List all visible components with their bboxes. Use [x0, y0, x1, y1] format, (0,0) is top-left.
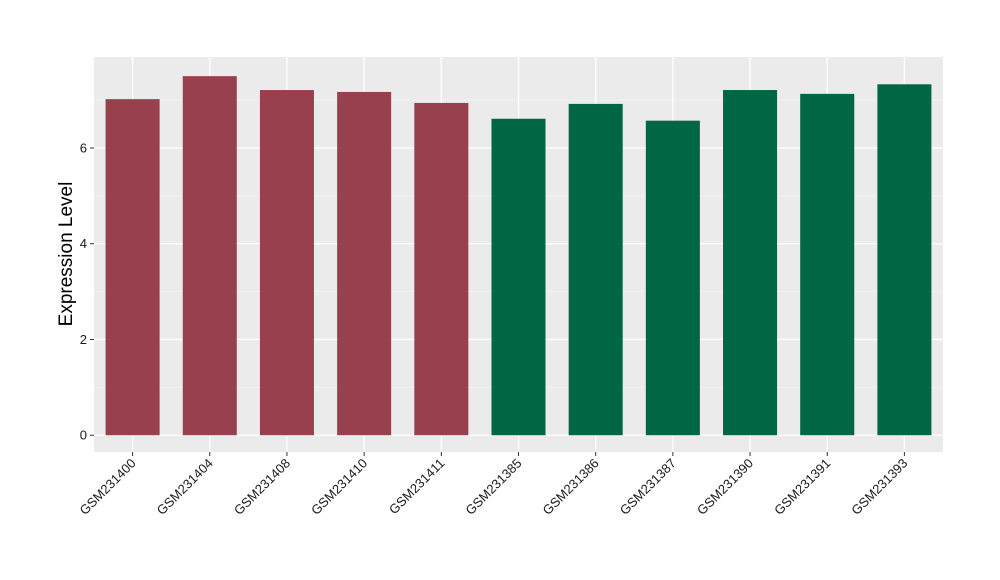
- x-tick-label: GSM231400: [76, 456, 138, 518]
- bar-GSM231390: [723, 90, 778, 436]
- bar-GSM231387: [645, 120, 700, 436]
- y-tick-label: 0: [80, 428, 87, 443]
- x-tick-label: GSM231391: [771, 456, 833, 518]
- x-tick-label: GSM231385: [462, 456, 524, 518]
- bar-GSM231386: [568, 103, 623, 436]
- y-tick-label: 2: [80, 332, 87, 347]
- bar-GSM231391: [800, 93, 855, 436]
- y-axis: 0 2 4 6: [80, 140, 94, 443]
- y-tick-label: 6: [80, 140, 87, 155]
- x-tick-label: GSM231404: [154, 456, 216, 518]
- bar-GSM231408: [259, 90, 314, 436]
- bar-GSM231404: [182, 76, 237, 436]
- x-tick-label: GSM231387: [617, 456, 679, 518]
- bars: [105, 76, 932, 436]
- bar-GSM231400: [105, 99, 160, 436]
- x-tick-label: GSM231410: [308, 456, 370, 518]
- x-tick-label: GSM231411: [386, 456, 448, 518]
- x-axis: GSM231400 GSM231404 GSM231408 GSM231410 GSM2…: [76, 452, 911, 518]
- bar-GSM231385: [491, 118, 546, 436]
- x-tick-label: GSM231386: [540, 456, 602, 518]
- bar-GSM231393: [877, 84, 932, 436]
- bar-GSM231410: [337, 91, 392, 436]
- y-axis-title: Expression Level: [56, 182, 77, 327]
- x-tick-label: GSM231408: [231, 456, 293, 518]
- x-tick-label: GSM231393: [848, 456, 910, 518]
- y-tick-label: 4: [80, 236, 87, 251]
- bar-GSM231411: [414, 102, 469, 436]
- x-tick-label: GSM231390: [694, 456, 756, 518]
